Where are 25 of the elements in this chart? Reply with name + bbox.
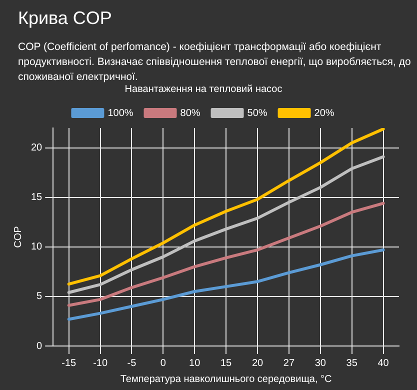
x-tick-label: 0 <box>160 358 166 369</box>
y-axis-title: COP <box>12 226 24 248</box>
x-tick-label: 10 <box>189 358 201 369</box>
legend-label: 20% <box>314 108 334 119</box>
x-tick-label: -5 <box>127 358 137 369</box>
legend-label: 50% <box>247 108 268 119</box>
x-tick-label: 15 <box>220 358 232 369</box>
y-tick-label: 10 <box>31 242 43 253</box>
x-tick-label: 40 <box>378 358 390 369</box>
x-axis-title: Температура навколишнього середовища, °C <box>120 374 332 385</box>
x-tick-label: 20 <box>252 358 264 369</box>
chart-subtitle: COP (Coefficient of perfomance) - коефіцієнт трансформації або коефіцієнт продуктивності. Визначає співвідношення теплової енергії, що виробляється, до споживаної електричної. <box>18 40 412 84</box>
y-tick-label: 5 <box>36 291 43 302</box>
x-tick-label: 30 <box>314 358 326 369</box>
x-tick-label: -10 <box>93 358 108 369</box>
legend-label: 100% <box>108 108 134 119</box>
y-tick-label: 0 <box>36 340 43 352</box>
x-tick-label: 35 <box>346 358 358 369</box>
y-tick-label: 20 <box>31 142 43 154</box>
x-tick-label: -15 <box>62 358 77 369</box>
x-tick-label: 27 <box>283 358 295 369</box>
chart-title: Крива COP <box>18 8 112 29</box>
legend-title: Навантаження на тепловий насос <box>124 84 282 95</box>
y-tick-label: 15 <box>31 192 43 204</box>
legend-label: 80% <box>180 108 200 119</box>
